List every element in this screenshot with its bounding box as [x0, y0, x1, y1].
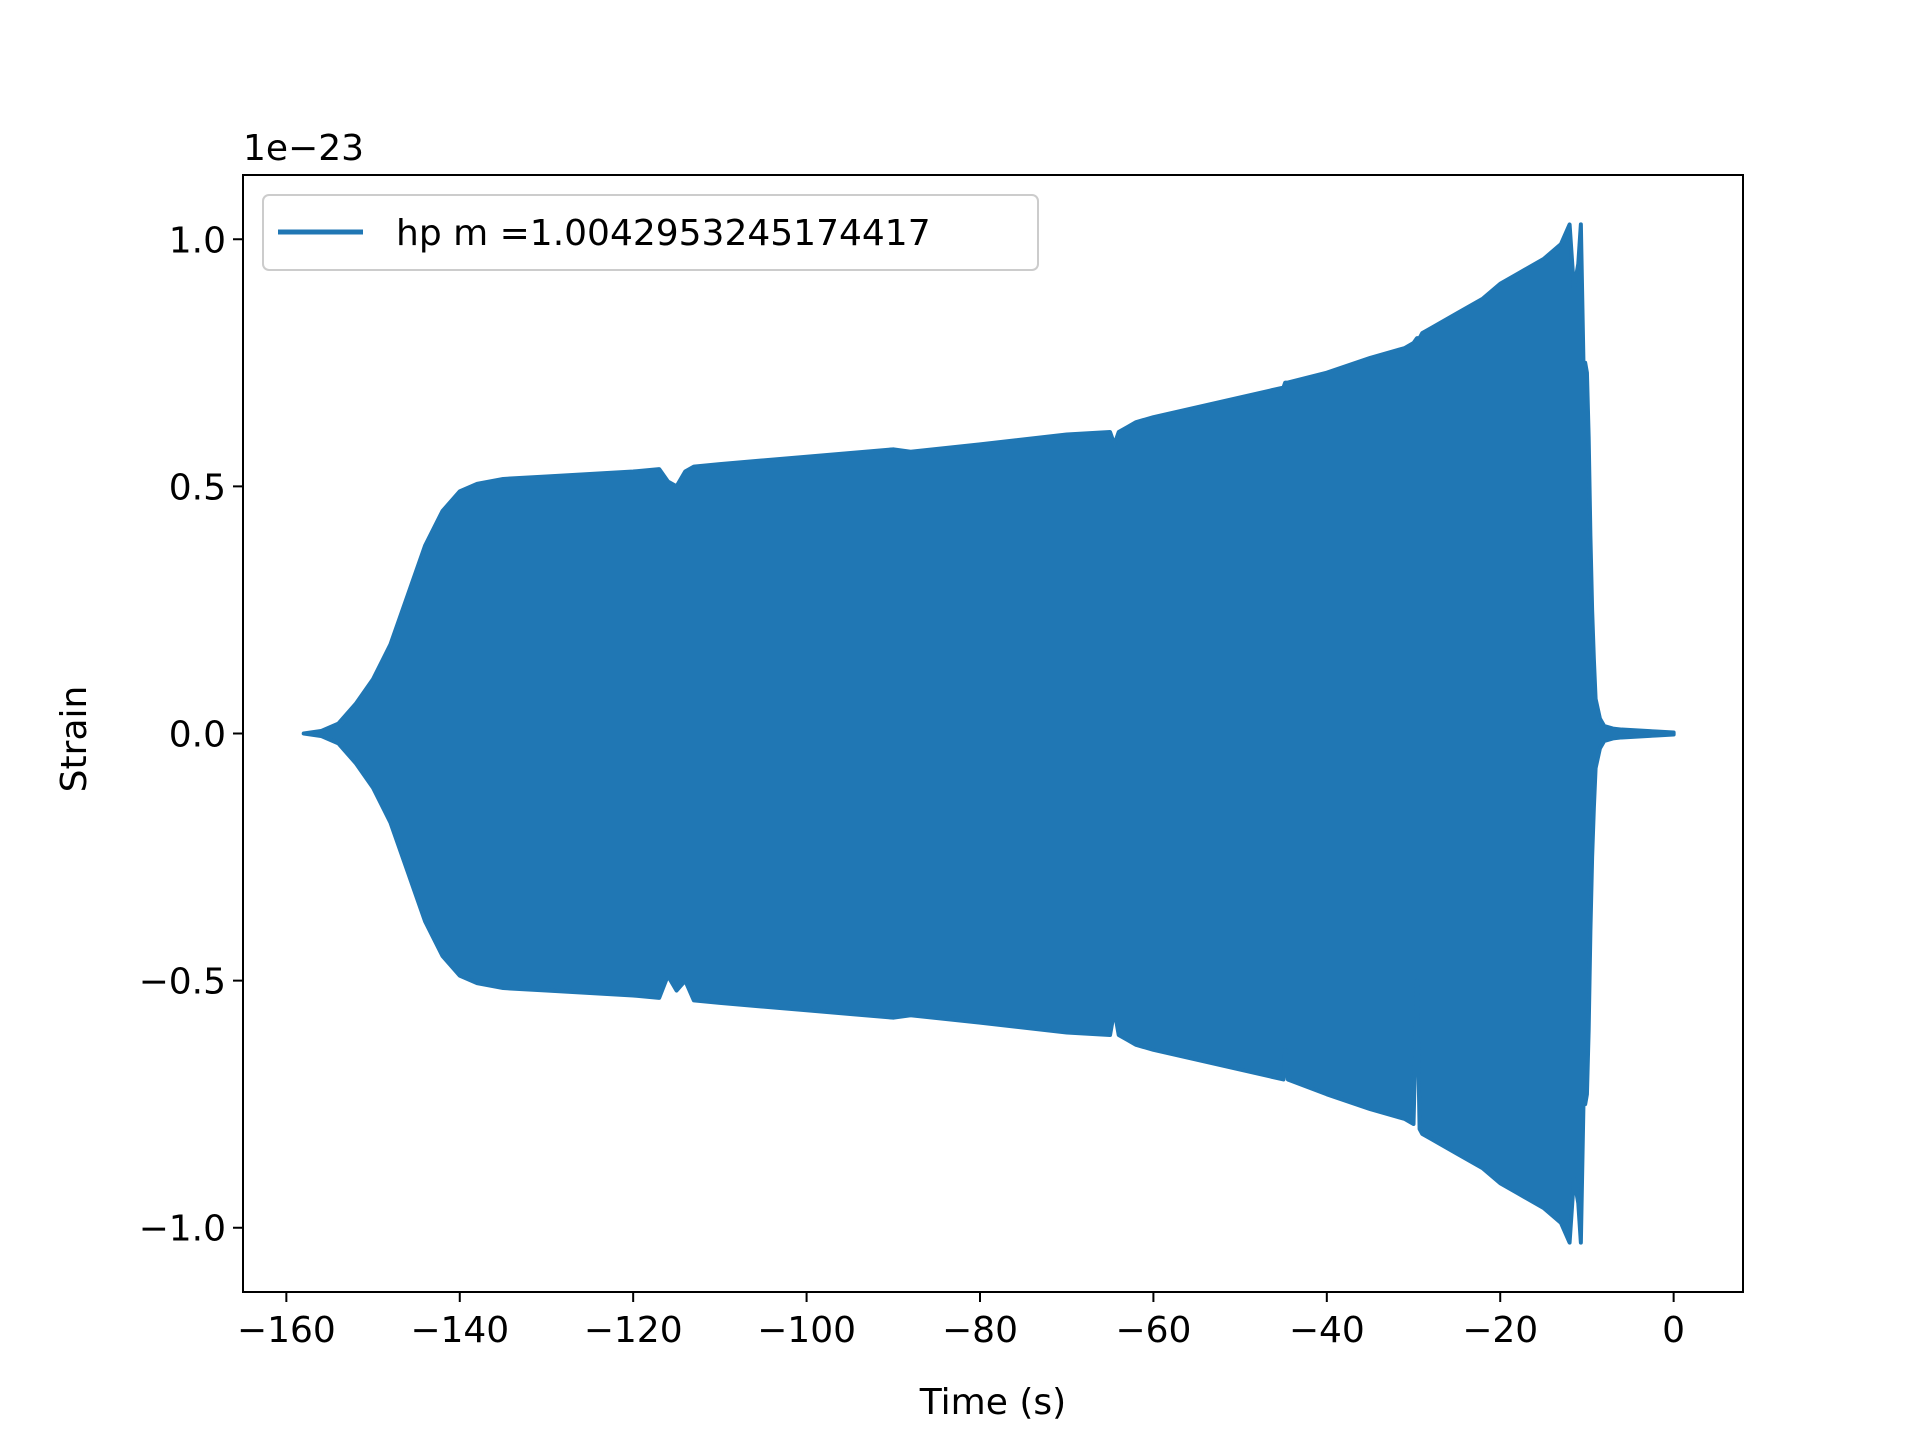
- y-tick-label: 0.0: [169, 715, 226, 756]
- y-tick-label: 1.0: [169, 220, 226, 261]
- x-tick-label: −60: [1115, 1310, 1191, 1351]
- x-tick-label: 0: [1662, 1310, 1685, 1351]
- legend: hp m =1.0042953245174417: [262, 194, 1039, 271]
- x-tick-label: −20: [1462, 1310, 1538, 1351]
- x-tick-label: −100: [757, 1310, 856, 1351]
- y-tick-label: 0.5: [169, 467, 226, 508]
- y-offset-label: 1e−23: [243, 128, 364, 169]
- legend-label: hp m =1.0042953245174417: [396, 213, 931, 254]
- y-axis-label: Strain: [54, 686, 95, 793]
- y-tick-label: −1.0: [139, 1209, 226, 1250]
- x-tick-label: −140: [410, 1310, 509, 1351]
- series-waveform: [301, 222, 1676, 1245]
- x-axis-label: Time (s): [919, 1382, 1066, 1423]
- x-tick-label: −80: [942, 1310, 1018, 1351]
- x-tick-label: −120: [584, 1310, 683, 1351]
- axes: −160 −140 −120 −100 −80 −60 −40 −20 0 −1.0 −0.5 0.0…: [139, 174, 1744, 1351]
- x-tick-label: −160: [237, 1310, 336, 1351]
- legend-box: [262, 194, 1039, 271]
- plot-area: [301, 222, 1676, 1245]
- x-tick-label: −40: [1289, 1310, 1365, 1351]
- y-tick-label: −0.5: [139, 962, 226, 1003]
